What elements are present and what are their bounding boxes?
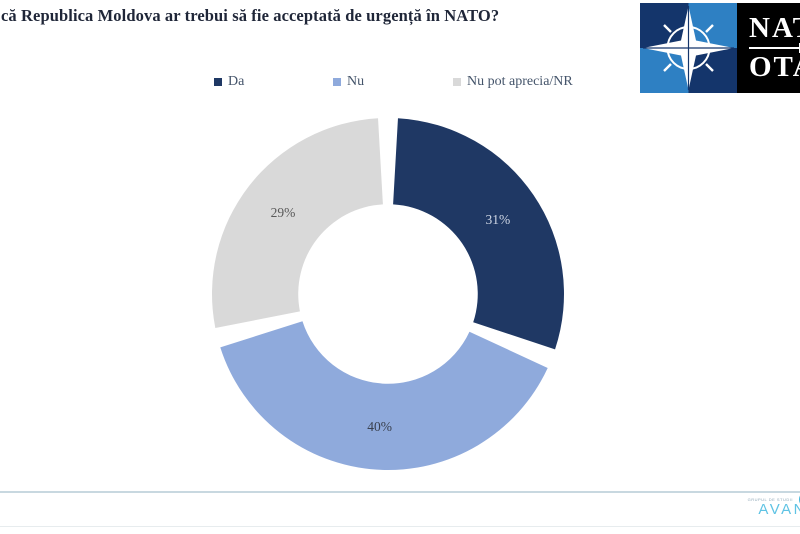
legend-swatch-da bbox=[214, 78, 222, 86]
footer-bottom-line bbox=[0, 526, 800, 527]
avangarde-name: AVAN bbox=[758, 501, 800, 518]
donut-slice-nu bbox=[220, 321, 548, 470]
avangarde-logo: GRUPUL DE STUDII AVAN bbox=[687, 491, 800, 518]
nato-wordmark: NATO OTAN bbox=[737, 3, 800, 93]
legend-item-da: Da bbox=[214, 74, 244, 90]
legend-label-nu: Nu bbox=[347, 74, 365, 89]
donut-slice-nu-pot-aprecia-nr bbox=[212, 118, 383, 329]
nato-compass-icon bbox=[640, 3, 737, 93]
nato-divider bbox=[749, 43, 800, 53]
legend-swatch-nu bbox=[333, 78, 341, 86]
nato-text: NATO bbox=[749, 12, 800, 44]
otan-text: OTAN bbox=[749, 51, 800, 83]
nato-logo: NATO OTAN bbox=[640, 3, 800, 93]
donut-slice-da bbox=[393, 118, 564, 350]
donut-data-label: 40% bbox=[367, 419, 392, 434]
legend-swatch-nr bbox=[453, 78, 461, 86]
donut-data-label: 29% bbox=[271, 205, 296, 220]
legend-item-nu: Nu bbox=[333, 74, 364, 90]
donut-data-label: 31% bbox=[486, 212, 511, 227]
donut-chart: 31% 40% 29% bbox=[212, 118, 564, 470]
legend-label-nr: Nu pot aprecia/NR bbox=[467, 74, 573, 89]
footer-divider bbox=[0, 491, 800, 493]
legend-label-da: Da bbox=[228, 74, 245, 89]
legend-item-nr: Nu pot aprecia/NR bbox=[453, 74, 573, 90]
avangarde-tagline: GRUPUL DE STUDII bbox=[747, 497, 793, 502]
chart-title: că Republica Moldova ar trebui să fie ac… bbox=[1, 6, 500, 25]
